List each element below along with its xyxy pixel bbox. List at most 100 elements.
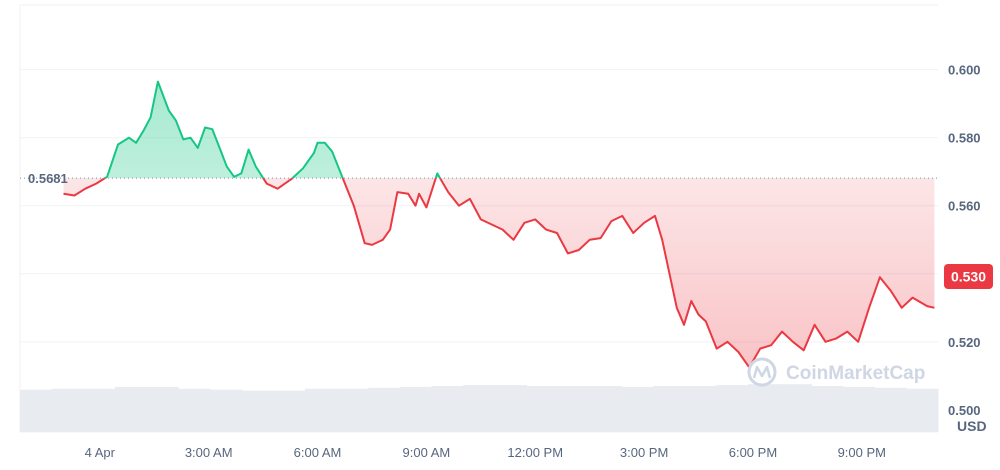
price-point [780,330,783,333]
price-point [135,141,138,144]
volume-bar [494,385,527,432]
baseline-label: 0.5681 [28,171,68,186]
price-point [534,218,537,221]
watermark: CoinMarketCap [747,357,925,387]
volume-bar [874,387,907,432]
y-tick-label: 0.580 [948,131,981,146]
price-point [661,238,664,241]
volume-bar [843,386,876,432]
price-point [233,175,236,178]
current-price-badge: 0.530 [944,264,993,289]
price-point [331,150,334,153]
price-point [316,141,319,144]
price-point [182,138,185,141]
price-point [857,340,860,343]
x-tick-label: 6:00 PM [729,445,777,460]
price-point [715,347,718,350]
volume-bar [178,388,211,432]
price-line [62,80,935,369]
volume-bar [368,387,401,432]
price-point [501,228,504,231]
price-point [341,177,344,180]
price-point [610,220,613,223]
price-point [900,306,903,309]
coinmarketcap-logo-icon [747,357,777,387]
volume-bar [716,385,749,432]
volume-bar [20,389,53,432]
price-point [247,148,250,151]
volume-bar [653,386,686,432]
price-point [868,306,871,309]
price-point [189,136,192,139]
price-point [116,143,119,146]
price-point [556,231,559,234]
price-point [632,231,635,234]
price-point [458,204,461,207]
price-point [824,340,827,343]
price-point [149,116,152,119]
watermark-text: CoinMarketCap [786,363,925,384]
price-point [675,306,678,309]
volume-bar [241,390,274,432]
price-point [302,167,305,170]
price-point [653,214,656,217]
price-point [878,276,881,279]
volume-bar [811,386,844,432]
price-point [690,300,693,303]
price-point [621,214,624,217]
price-point [425,206,428,209]
price-point [142,129,145,132]
price-point [95,182,98,185]
volume-bar [558,386,591,432]
price-line-down [63,178,935,369]
volume-bar [399,386,433,432]
volume-bar [463,385,496,432]
volume-bar [336,388,369,432]
x-tick-label: 4 Apr [85,445,116,460]
price-point [468,197,471,200]
volume-bars [20,384,939,432]
volume-bar [114,386,148,432]
price-point [323,141,326,144]
area-above-baseline [104,81,441,179]
x-tick-label: 3:00 PM [620,445,668,460]
volume-bar [589,386,622,432]
price-point [436,172,439,175]
price-point [512,238,515,241]
price-point [759,347,762,350]
currency-label: USD [957,418,987,434]
price-point [218,146,221,149]
price-point [240,172,243,175]
price-point [381,238,384,241]
price-point [791,340,794,343]
volume-bar [304,388,338,432]
price-point [312,152,315,155]
volume-bar [621,386,654,432]
price-point [283,182,286,185]
price-point [668,272,671,275]
volume-bar [526,386,559,432]
price-point [62,192,65,195]
price-point [204,126,207,129]
price-point [84,187,87,190]
volume-bar [779,384,812,432]
price-point [737,351,740,354]
price-point [846,330,849,333]
price-point [726,340,729,343]
volume-bar [83,388,116,432]
price-point [407,192,410,195]
price-point [911,296,914,299]
price-point [363,242,366,245]
price-point [254,165,257,168]
volume-bar [51,388,84,432]
price-point [396,191,399,194]
y-tick-label: 0.520 [948,335,981,350]
volume-bar [146,386,179,432]
price-point [926,305,929,308]
price-point [370,243,373,246]
price-point [802,349,805,352]
y-tick-label: 0.500 [948,403,981,418]
price-point [577,248,580,251]
